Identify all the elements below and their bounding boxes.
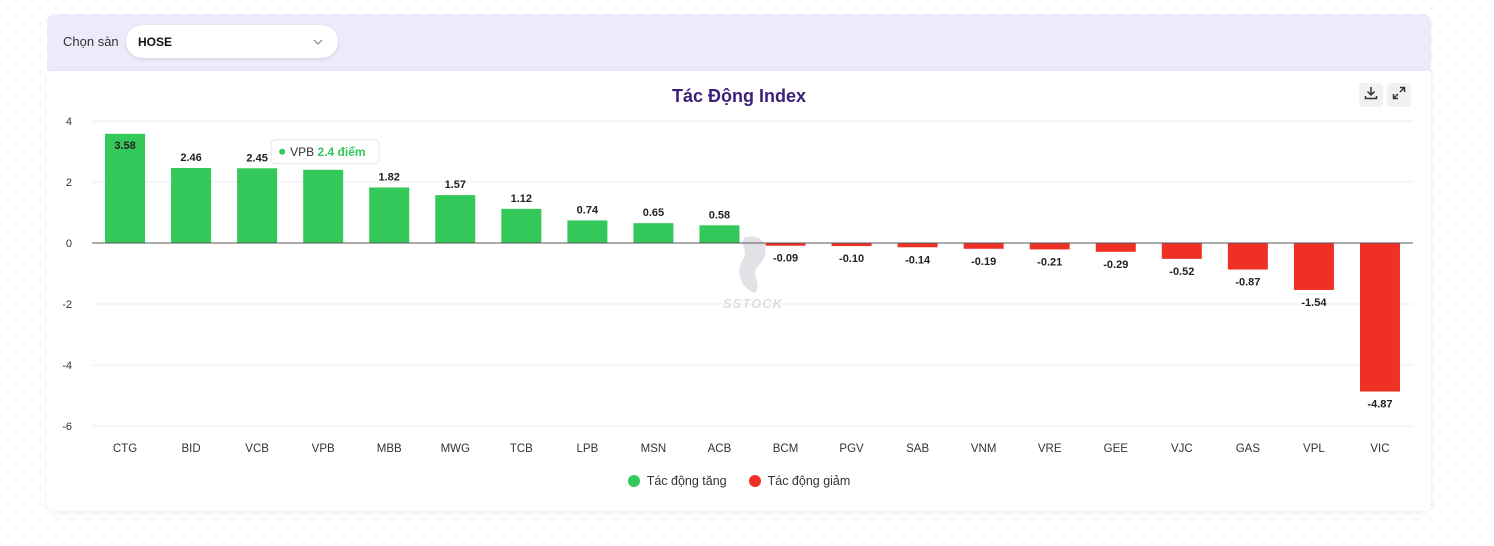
x-tick-label: VJC [1171,443,1193,455]
tooltip-name: VPB [290,145,317,159]
y-tick-label: 2 [66,177,72,189]
x-tick-label: BCM [773,443,799,455]
x-tick-label: PGV [839,443,864,455]
bar-vnm [963,243,1004,249]
x-tick-label: VIC [1370,443,1389,455]
tooltip-box [270,139,380,165]
download-button[interactable] [1359,83,1383,107]
exchange-select[interactable]: HOSE [126,25,338,58]
y-tick-label: -2 [62,299,72,311]
legend-dot-increase [627,475,640,487]
bar-mbb [369,187,410,243]
legend-item-decrease[interactable]: Tác động giảm [748,474,851,488]
bar-lpb [567,220,608,243]
x-tick-label: MSN [641,443,667,455]
legend-label-increase: Tác động tăng [646,474,727,488]
data-label: -0.19 [971,256,996,268]
expand-icon [1392,86,1406,105]
data-label: -0.21 [1037,256,1062,268]
data-label: 1.57 [445,179,466,191]
x-tick-label: CTG [113,443,137,455]
bar-chart: 4 2 0 -2 -4 -6 SSTOCK 3.58 CTG 2.46 BID 2.45 VCB VPB 1… [62,116,1413,455]
exchange-select-value: HOSE [138,35,173,49]
bar-bcm [765,243,806,246]
bar-vic [1359,243,1400,392]
x-tick-label: GAS [1236,443,1261,455]
data-label: 2.45 [246,152,267,164]
data-label: 1.12 [511,193,532,205]
data-label: -0.52 [1169,266,1194,278]
y-tick-label: -6 [62,421,72,433]
bar-vjc [1161,243,1202,259]
x-tick-label: VPL [1303,443,1325,455]
y-tick-label: 4 [66,116,72,128]
bar-gee [1095,243,1136,252]
data-label: 0.58 [709,209,730,221]
chart-card: Tác Động Index 4 2 0 -2 -4 -6 SSTOCK 3.58 CTG 2.4… [47,71,1431,511]
exchange-filter-label: Chọn sàn [63,34,119,49]
tooltip-text: VPB 2.4 điểm [290,145,365,159]
data-label: -4.87 [1367,399,1392,411]
bar-acb [699,225,740,243]
x-tick-label: GEE [1104,443,1129,455]
tooltip-dot [279,148,286,155]
x-tick-label: VRE [1038,443,1062,455]
watermark-text: SSTOCK [723,296,784,311]
x-tick-label: BID [181,443,200,455]
legend-dot-decrease [748,475,761,487]
data-label: 2.46 [180,152,201,164]
bar-pgv [831,243,872,247]
x-tick-label: SAB [906,443,929,455]
data-label: 3.58 [114,140,135,152]
bar-sab [897,243,938,248]
legend-label-decrease: Tác động giảm [767,474,851,488]
data-label: -0.10 [839,253,864,265]
y-tick-label: 0 [66,238,72,250]
y-tick-label: -4 [62,360,72,372]
bar-mwg [435,195,476,243]
data-label: 1.82 [379,171,400,183]
chevron-down-icon [312,35,324,53]
bar-vpb [303,169,344,243]
data-label: -0.14 [905,254,931,266]
bar-vcb [237,168,278,243]
data-label: 0.65 [643,207,664,219]
bar-bid [171,167,212,243]
bar-msn [633,223,674,243]
x-tick-label: VNM [971,443,997,455]
filter-bar: Chọn sàn HOSE [47,14,1431,71]
data-label: 0.74 [577,204,599,216]
fullscreen-button[interactable] [1387,83,1411,107]
x-tick-label: TCB [510,443,533,455]
bar-vre [1029,243,1070,250]
chart-title: Tác Động Index [671,86,806,106]
bar-gas [1227,243,1268,270]
watermark-logo-icon [739,236,766,293]
data-label: -0.87 [1235,277,1260,289]
data-label: -0.29 [1103,259,1128,271]
x-tick-label: MBB [377,443,402,455]
x-tick-label: VPB [312,443,335,455]
tooltip-value: 2.4 điểm [318,145,366,159]
bar-vpl [1293,243,1334,290]
data-label: -1.54 [1301,297,1327,309]
x-tick-label: MWG [441,443,470,455]
download-icon [1364,86,1378,105]
chart-legend: Tác động tăng Tác động giảm [47,474,1431,488]
bar-ctg [105,133,146,243]
data-label: -0.09 [773,253,798,265]
x-tick-label: LPB [577,443,599,455]
legend-item-increase[interactable]: Tác động tăng [627,474,727,488]
x-tick-label: ACB [708,443,732,455]
bar-tcb [501,208,542,243]
x-tick-label: VCB [245,443,269,455]
